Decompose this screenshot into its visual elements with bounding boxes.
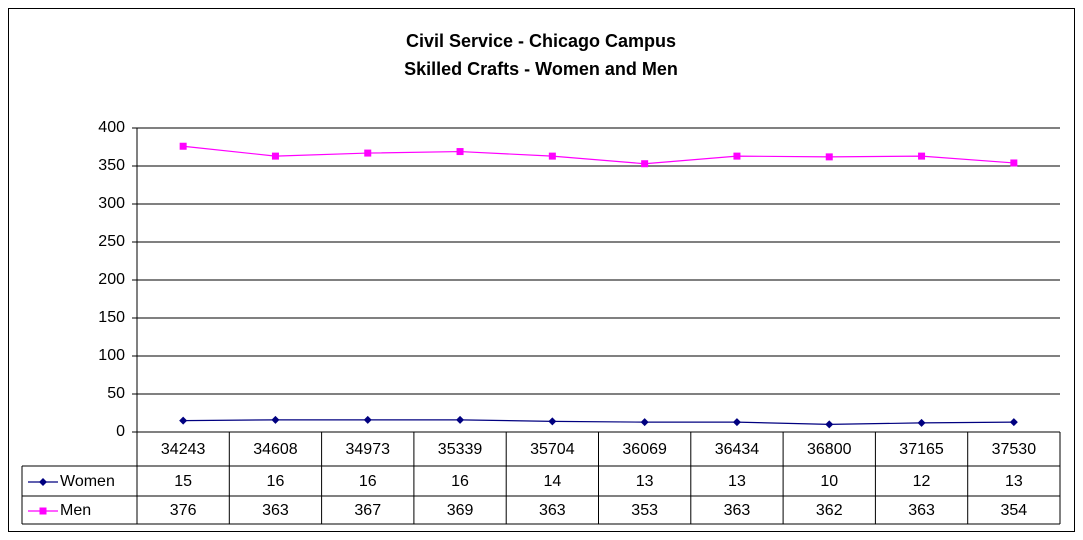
legend-label: Women — [60, 473, 115, 490]
table-value: 10 — [820, 473, 838, 490]
series-line — [183, 145, 1014, 165]
x-tick-label: 35339 — [438, 441, 483, 458]
x-tick-label: 34973 — [346, 441, 391, 458]
y-tick-label: 150 — [98, 309, 125, 326]
y-tick-label: 200 — [98, 271, 125, 288]
table-value: 376 — [170, 502, 197, 519]
y-tick-label: 50 — [107, 385, 125, 402]
table-value: 362 — [816, 502, 843, 519]
y-tick-label: 400 — [98, 119, 125, 136]
table-value: 367 — [354, 502, 381, 519]
table-value: 13 — [728, 473, 746, 490]
chart-title: Civil Service - Chicago Campus — [406, 31, 676, 51]
point — [1010, 159, 1018, 167]
x-tick-label: 37165 — [899, 441, 944, 458]
point — [456, 415, 465, 424]
y-tick-label: 350 — [98, 157, 125, 174]
x-tick-label: 35704 — [530, 441, 575, 458]
point — [733, 152, 741, 160]
point — [548, 152, 556, 160]
x-tick-label: 34608 — [253, 441, 298, 458]
point — [271, 152, 279, 160]
point — [641, 160, 649, 168]
table-value: 14 — [543, 473, 561, 490]
chart-border — [8, 8, 1075, 532]
point — [732, 418, 741, 427]
x-tick-label: 36434 — [715, 441, 760, 458]
x-tick-label: 37530 — [992, 441, 1037, 458]
table-value: 363 — [539, 502, 566, 519]
table-value: 16 — [359, 473, 377, 490]
table-value: 363 — [724, 502, 751, 519]
table-value: 15 — [174, 473, 192, 490]
x-tick-label: 36069 — [622, 441, 667, 458]
x-tick-label: 34243 — [161, 441, 206, 458]
table-value: 353 — [631, 502, 658, 519]
y-tick-label: 300 — [98, 195, 125, 212]
table-value: 363 — [908, 502, 935, 519]
point — [271, 415, 280, 424]
table-value: 16 — [451, 473, 469, 490]
table-value: 369 — [447, 502, 474, 519]
point — [456, 148, 464, 156]
x-tick-label: 36800 — [807, 441, 852, 458]
y-tick-label: 250 — [98, 233, 125, 250]
legend-label: Men — [60, 502, 91, 519]
point — [548, 417, 557, 426]
point — [825, 420, 834, 429]
point — [825, 153, 833, 161]
table-value: 12 — [913, 473, 931, 490]
point — [918, 152, 926, 160]
point — [179, 142, 187, 150]
chart-subtitle: Skilled Crafts - Women and Men — [404, 59, 678, 79]
point — [364, 149, 372, 157]
point — [179, 416, 188, 425]
series-line — [183, 419, 1014, 426]
y-tick-label: 100 — [98, 347, 125, 364]
point — [39, 478, 47, 486]
table-value: 363 — [262, 502, 289, 519]
point — [1009, 418, 1018, 427]
point — [39, 507, 47, 515]
table-value: 13 — [1005, 473, 1023, 490]
y-tick-label: 0 — [116, 423, 125, 440]
point — [640, 418, 649, 427]
point — [917, 418, 926, 427]
point — [363, 415, 372, 424]
table-value: 354 — [1000, 502, 1027, 519]
table-value: 13 — [636, 473, 654, 490]
table-value: 16 — [267, 473, 285, 490]
